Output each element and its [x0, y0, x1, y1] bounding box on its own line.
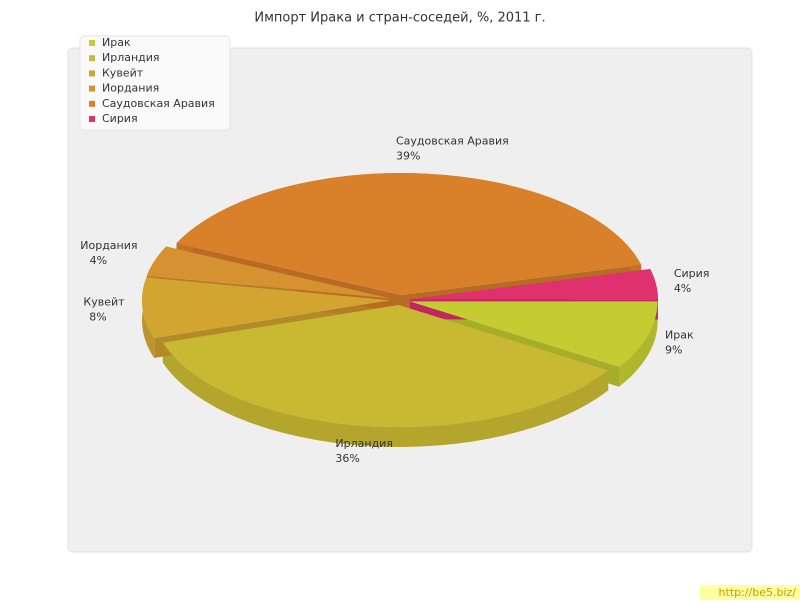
slice-label: Кувейт: [83, 296, 125, 309]
slice-side: [618, 301, 658, 387]
slice-label: Саудовская Аравия: [396, 135, 509, 148]
slice: [409, 301, 658, 367]
slice-label: Иордания: [80, 239, 137, 252]
legend-label: Кувейт: [102, 66, 144, 79]
slice-value-label: 39%: [396, 150, 420, 163]
slice-value-label: 4%: [90, 254, 107, 267]
legend-marker: [89, 85, 95, 92]
slice-value-label: 9%: [665, 343, 682, 356]
legend: [79, 35, 231, 131]
legend-marker: [89, 100, 95, 107]
legend-marker: [89, 70, 95, 77]
slice-value-label: 8%: [89, 311, 106, 324]
legend-label: Сирия: [102, 112, 138, 125]
legend-marker: [89, 116, 95, 122]
chart-title: Импорт Ирака и стран-соседей, %, 2011 г.: [254, 11, 545, 26]
legend-marker: [89, 40, 95, 46]
slice: [162, 304, 609, 427]
slice: [176, 173, 642, 296]
watermark-bg: [700, 585, 800, 600]
slice-label: Ирландия: [335, 437, 393, 450]
watermark: http://be5.biz/: [719, 586, 797, 599]
legend-label: Ирак: [102, 36, 131, 49]
slice-side: [162, 342, 609, 447]
slice: [142, 277, 391, 339]
slice: [146, 246, 391, 299]
slice: [409, 269, 658, 300]
slice-label: Сирия: [674, 267, 710, 280]
legend-marker: [89, 55, 95, 62]
slice-value-label: 4%: [674, 282, 691, 295]
slice-label: Ирак: [665, 328, 694, 341]
slice-value-label: 36%: [335, 452, 359, 465]
legend-label: Ирландия: [102, 51, 160, 64]
legend-label: Иордания: [102, 82, 159, 95]
slice-edge: [409, 301, 658, 387]
legend-label: Саудовская Аравия: [102, 97, 215, 110]
